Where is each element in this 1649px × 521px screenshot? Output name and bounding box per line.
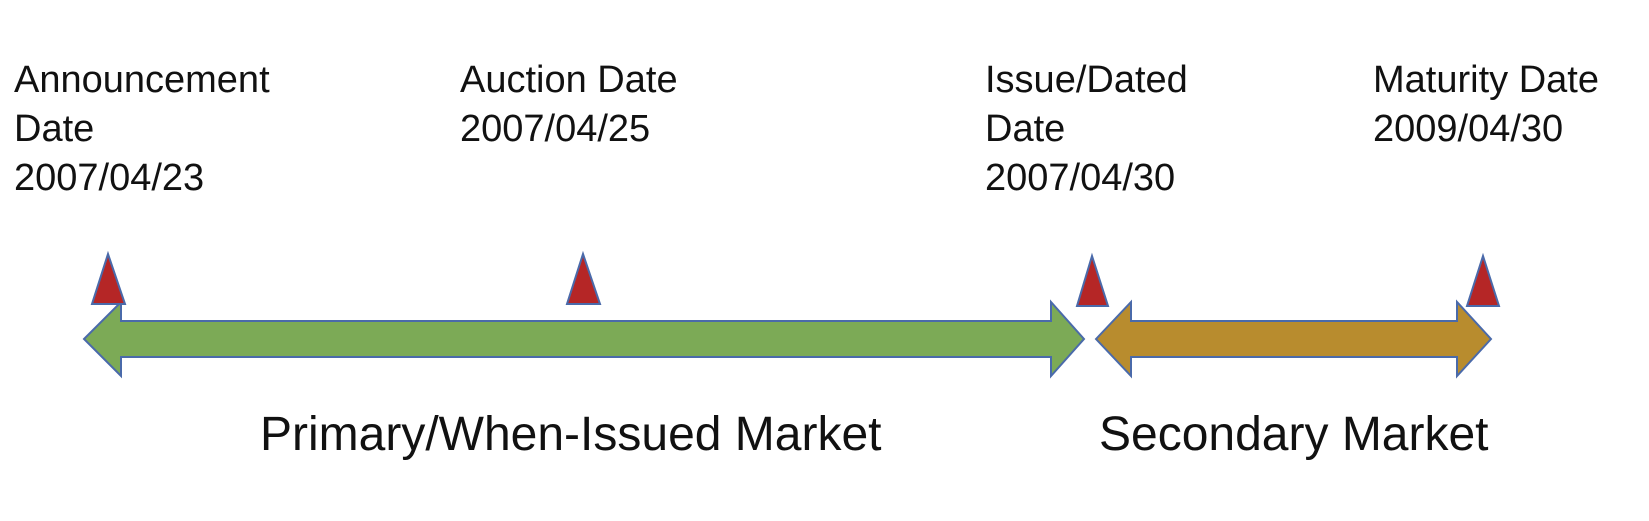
announcement-date-line-1: Announcement <box>14 59 270 101</box>
auction-date-value: 2007/04/25 <box>460 108 651 150</box>
auction-date-label: Auction Date 2007/04/25 <box>460 56 678 154</box>
secondary-market-label: Secondary Market <box>1099 408 1489 461</box>
maturity-date-line-1: Maturity Date <box>1373 59 1599 101</box>
maturity-date-label: Maturity Date 2009/04/30 <box>1373 56 1599 154</box>
auction-date-line-1: Auction Date <box>460 59 678 101</box>
issue-dated-date-label: Issue/Dated Date 2007/04/30 <box>985 56 1188 203</box>
maturity-date-marker <box>1465 252 1501 307</box>
maturity-date-value: 2009/04/30 <box>1373 108 1564 150</box>
auction-date-marker <box>565 250 602 305</box>
secondary-market-arrow <box>1094 299 1493 379</box>
primary-market-label: Primary/When-Issued Market <box>260 408 882 461</box>
issue-dated-date-value: 2007/04/30 <box>985 157 1176 199</box>
announcement-date-marker <box>90 250 127 305</box>
primary-market-arrow <box>82 299 1086 379</box>
issue-dated-date-line-1: Issue/Dated <box>985 59 1188 101</box>
announcement-date-label: Announcement Date 2007/04/23 <box>14 56 270 203</box>
announcement-date-value: 2007/04/23 <box>14 157 205 199</box>
announcement-date-line-2: Date <box>14 108 95 150</box>
issue-dated-date-marker <box>1075 252 1110 307</box>
issue-dated-date-line-2: Date <box>985 108 1066 150</box>
